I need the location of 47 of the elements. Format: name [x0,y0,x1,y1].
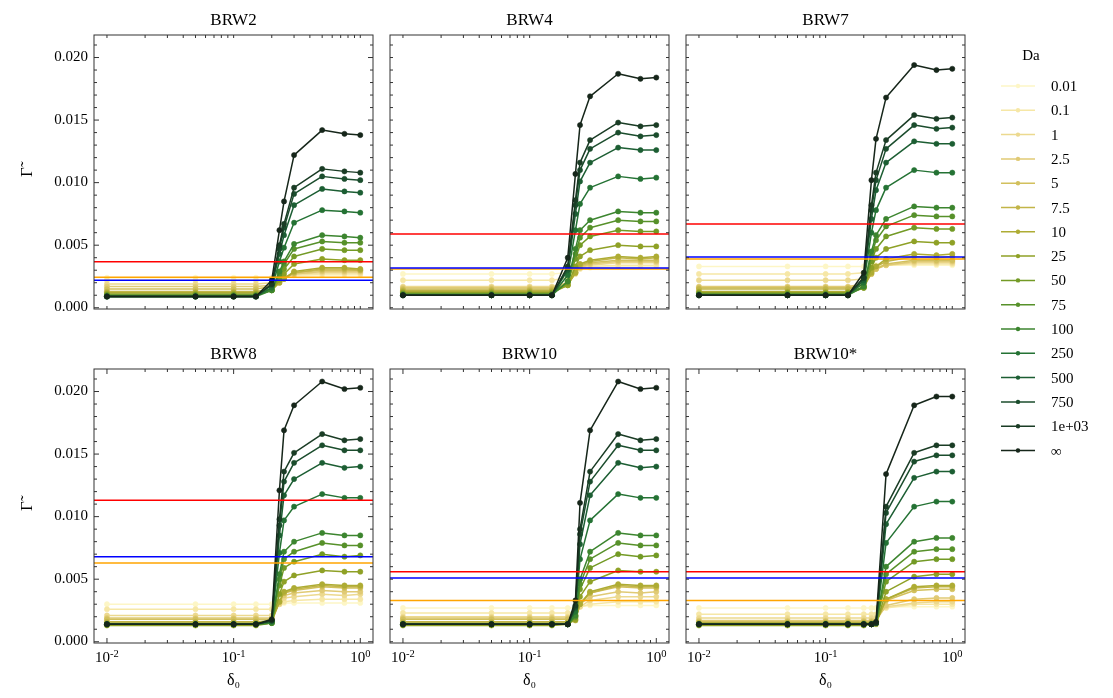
y-tick-label: 0.010 [54,173,88,190]
legend-label: 5 [1051,175,1059,192]
x-axis-title: δ₀ [226,671,241,688]
y-tick-label: 0.015 [54,110,88,127]
y-axis-title: Γ̃ [17,495,36,511]
legend-label: 750 [1051,393,1074,410]
legend-label: 100 [1051,321,1074,337]
y-axis-title: Γ̃ [17,161,36,177]
legend-label: 10 [1051,223,1066,240]
legend-label: 250 [1051,345,1074,362]
legend-title: Da [1022,47,1041,63]
y-tick-label: 0.000 [54,632,88,649]
legend-label: 75 [1051,296,1066,313]
legend-label: 0.1 [1051,102,1070,119]
chart-title: BRW10* [793,344,858,363]
chart-title: BRW7 [802,10,850,29]
y-tick-label: 0.015 [54,444,88,461]
x-axis-title: δ₀ [818,671,833,688]
x-tick-label: 10$^{0}$ [350,648,371,665]
legend-label: 0.01 [1051,78,1078,94]
x-tick-label: 10$^{-1}$ [517,648,542,665]
x-tick-label: 10$^{-1}$ [813,648,838,665]
legend-label: ∞ [1051,442,1062,459]
y-tick-label: 0.005 [54,569,88,586]
x-tick-label: 10$^{-2}$ [391,648,415,665]
legend-label: 7.5 [1051,199,1070,216]
chart-title: BRW2 [210,10,257,29]
x-tick-label: 10$^{-2}$ [95,648,119,665]
chart-title: BRW10 [502,344,557,363]
x-tick-label: 10$^{0}$ [646,648,667,665]
x-tick-label: 10$^{-1}$ [221,648,246,665]
legend-label: 2.5 [1051,150,1070,167]
legend-label: 25 [1051,248,1066,265]
y-tick-label: 0.000 [54,298,88,315]
legend-label: 50 [1051,272,1066,289]
legend-label: 1 [1051,126,1059,143]
x-axis-title: δ₀ [522,671,537,688]
y-tick-label: 0.020 [54,47,88,64]
legend-label: 500 [1051,369,1074,386]
y-tick-label: 0.005 [54,235,88,252]
chart-title: BRW4 [506,10,554,29]
legend-label: 1e+03 [1051,418,1089,435]
y-tick-label: 0.010 [54,507,88,524]
y-tick-label: 0.020 [54,381,88,398]
chart-title: BRW8 [210,344,257,363]
x-tick-label: 10$^{-2}$ [687,648,711,665]
x-tick-label: 10$^{0}$ [942,648,963,665]
